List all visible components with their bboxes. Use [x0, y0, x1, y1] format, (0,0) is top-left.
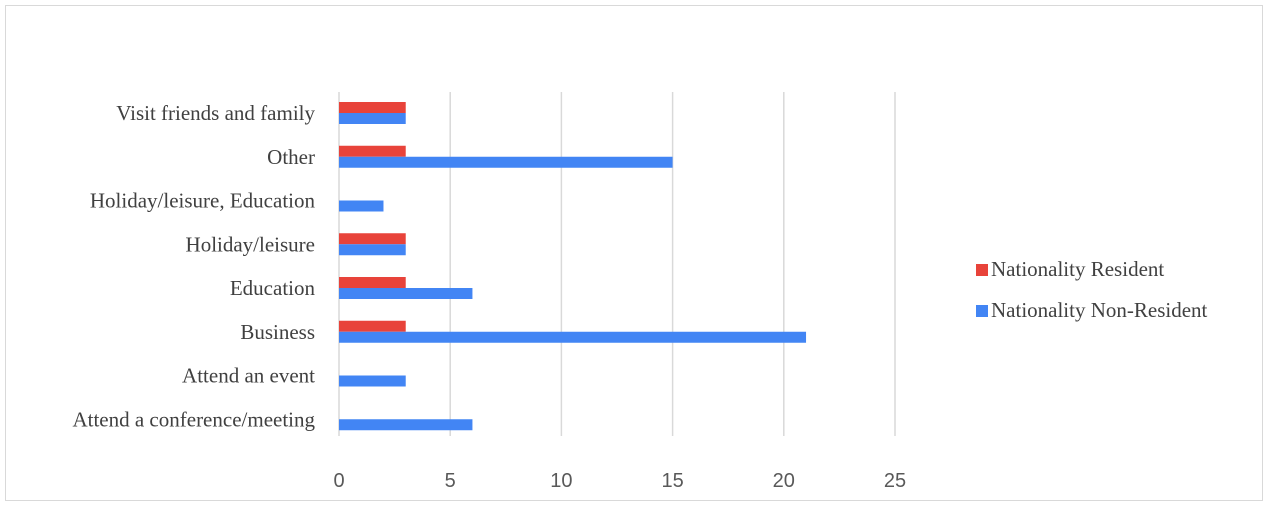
bar-non-resident — [339, 331, 807, 343]
bar-non-resident — [339, 244, 406, 256]
bar-non-resident — [339, 419, 473, 431]
legend-swatch-resident — [976, 264, 988, 276]
bar-resident — [339, 320, 406, 332]
bar-non-resident — [339, 156, 673, 168]
legend-label-non-resident: Nationality Non-Resident — [991, 298, 1208, 322]
bar-resident — [339, 145, 406, 157]
legend: Nationality Resident Nationality Non-Resi… — [976, 257, 1208, 322]
bar-resident — [339, 277, 406, 288]
legend-swatch-non-resident — [976, 305, 988, 317]
gridlines — [338, 92, 896, 436]
bar-non-resident — [339, 200, 384, 212]
category-labels: Visit friends and family Other Holiday/lei… — [72, 101, 315, 431]
x-tick-label-25: 25 — [884, 470, 906, 492]
chart-frame — [5, 5, 1263, 501]
bar-resident — [339, 233, 406, 245]
category-label: Holiday/leisure, Education — [90, 189, 316, 213]
bar-non-resident — [339, 375, 406, 387]
x-tick-label-20: 20 — [773, 470, 795, 492]
x-tick-label-5: 5 — [445, 470, 456, 492]
category-label: Visit friends and family — [116, 101, 315, 125]
category-label: Business — [240, 320, 315, 344]
legend-label-resident: Nationality Resident — [991, 257, 1164, 281]
bar-resident — [339, 102, 406, 113]
bar-non-resident — [339, 288, 473, 299]
category-label: Attend a conference/meeting — [72, 407, 315, 431]
x-tick-label-15: 15 — [661, 470, 683, 492]
bars — [339, 102, 807, 431]
category-label: Attend an event — [182, 364, 315, 388]
category-label: Holiday/leisure — [186, 232, 315, 256]
category-label: Other — [267, 145, 315, 169]
bar-non-resident — [339, 113, 406, 124]
x-tick-label-10: 10 — [550, 470, 572, 492]
category-label: Education — [230, 276, 316, 300]
x-axis-tick-labels: 0 5 10 15 20 25 — [333, 470, 906, 492]
x-tick-label-0: 0 — [333, 470, 344, 492]
